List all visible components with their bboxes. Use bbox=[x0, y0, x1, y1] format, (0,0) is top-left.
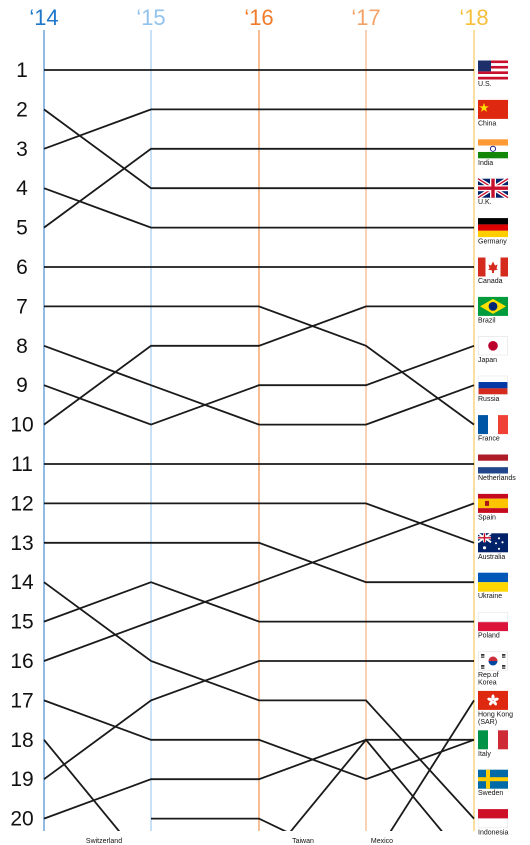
year-labels: ‘14 ‘15 ‘16 ‘17 ‘18 bbox=[29, 5, 488, 30]
india-flag-icon bbox=[478, 139, 508, 159]
series-line-indonesia bbox=[43, 581, 475, 820]
rank-label-6: 6 bbox=[16, 256, 28, 279]
country-flags bbox=[476, 60, 510, 829]
country-label-netherlands: Netherlands bbox=[478, 475, 516, 482]
uk-flag-icon bbox=[476, 177, 510, 200]
series-line-france bbox=[44, 305, 475, 426]
country-label-germany: Germany bbox=[478, 239, 507, 246]
exit-label-taiwan: Taiwan bbox=[292, 838, 314, 845]
year-label-0: ‘14 bbox=[29, 5, 58, 30]
canada-flag-icon bbox=[478, 257, 508, 277]
country-label-india: India bbox=[478, 160, 493, 167]
russia-flag-icon bbox=[478, 375, 508, 395]
rank-label-13: 13 bbox=[10, 532, 33, 555]
rank-label-10: 10 bbox=[10, 414, 33, 437]
spain-flag-icon bbox=[478, 493, 508, 513]
year-label-4: ‘18 bbox=[459, 5, 488, 30]
rank-label-20: 20 bbox=[10, 808, 33, 831]
country-label-china: China bbox=[478, 120, 496, 127]
country-label-sweden: Sweden bbox=[478, 790, 503, 797]
country-label-russia: Russia bbox=[478, 396, 500, 403]
italy-flag-icon bbox=[478, 730, 508, 750]
ukraine-flag-icon bbox=[478, 572, 508, 592]
series-line-germany bbox=[43, 187, 474, 229]
rank-label-2: 2 bbox=[16, 98, 28, 121]
brazil-flag-icon bbox=[478, 296, 508, 316]
series-line-mexico bbox=[289, 738, 443, 831]
china-flag-icon bbox=[478, 99, 508, 119]
rank-label-19: 19 bbox=[10, 768, 33, 791]
series-line-india bbox=[43, 147, 474, 229]
rank-label-12: 12 bbox=[10, 492, 33, 515]
rank-label-15: 15 bbox=[10, 611, 33, 634]
indonesia-flag-icon bbox=[478, 809, 508, 829]
country-label-italy: Italy bbox=[478, 751, 491, 758]
series-line-taiwan bbox=[151, 817, 287, 831]
country-label-ukraine: Ukraine bbox=[478, 593, 502, 600]
series-line-ukraine bbox=[44, 541, 474, 584]
korea-flag-icon bbox=[478, 651, 508, 671]
rank-label-7: 7 bbox=[16, 295, 28, 318]
country-label-indonesia: Indonesia bbox=[478, 830, 508, 837]
country-label-u-k: U.K. bbox=[478, 199, 492, 206]
series-line-sweden bbox=[43, 699, 475, 781]
series-line-switzerland bbox=[43, 739, 121, 831]
netherlands-flag-icon bbox=[478, 454, 508, 474]
australia-flag-icon bbox=[477, 532, 508, 553]
poland-flag-icon bbox=[478, 612, 508, 632]
hong-kong-flag-icon bbox=[478, 690, 508, 710]
year-label-2: ‘16 bbox=[244, 5, 273, 30]
rank-label-1: 1 bbox=[16, 59, 28, 82]
series-line-u-k bbox=[43, 108, 474, 190]
country-label-u-s: U.S. bbox=[478, 81, 492, 88]
series-line-china bbox=[43, 108, 474, 150]
rank-label-4: 4 bbox=[16, 177, 28, 200]
exit-label-mexico: Mexico bbox=[371, 838, 393, 845]
dropped-country-labels: Switzerland Taiwan Mexico bbox=[86, 838, 393, 845]
country-labels: U.S. China India U.K. Germany Canada Brazil Jap… bbox=[478, 81, 516, 837]
rank-label-9: 9 bbox=[16, 374, 28, 397]
series-line-poland bbox=[43, 581, 474, 623]
country-label-france: France bbox=[478, 436, 500, 443]
rank-label-8: 8 bbox=[16, 335, 28, 358]
france-flag-icon bbox=[478, 415, 508, 435]
series-line-hong-kong-sar bbox=[389, 699, 475, 831]
series-line-russia bbox=[43, 344, 475, 426]
country-label-brazil: Brazil bbox=[478, 317, 496, 324]
country-label-hong-kong-sar: Hong Kong (SAR) bbox=[478, 711, 513, 726]
rank-label-5: 5 bbox=[16, 217, 28, 240]
year-label-1: ‘15 bbox=[136, 5, 165, 30]
germany-flag-icon bbox=[478, 218, 508, 238]
rank-label-16: 16 bbox=[10, 650, 33, 673]
country-label-spain: Spain bbox=[478, 514, 496, 521]
country-label-poland: Poland bbox=[478, 633, 500, 640]
rank-label-18: 18 bbox=[10, 729, 33, 752]
country-label-australia: Australia bbox=[478, 554, 505, 561]
rank-label-17: 17 bbox=[10, 689, 33, 712]
japan-flag-icon bbox=[478, 336, 508, 356]
sweden-flag-icon bbox=[478, 769, 508, 789]
country-label-japan: Japan bbox=[478, 357, 497, 364]
exit-label-switzerland: Switzerland bbox=[86, 838, 122, 845]
country-label-rep-of-korea: Rep.of Korea bbox=[478, 672, 499, 687]
series-line-australia bbox=[44, 502, 475, 544]
year-gridlines bbox=[43, 30, 475, 831]
series-lines bbox=[43, 69, 475, 831]
rank-label-11: 11 bbox=[11, 453, 33, 476]
country-label-canada: Canada bbox=[478, 278, 503, 285]
rank-label-3: 3 bbox=[16, 138, 28, 161]
rank-label-14: 14 bbox=[10, 571, 34, 594]
us-flag-icon bbox=[478, 60, 508, 80]
year-label-3: ‘17 bbox=[351, 5, 380, 30]
